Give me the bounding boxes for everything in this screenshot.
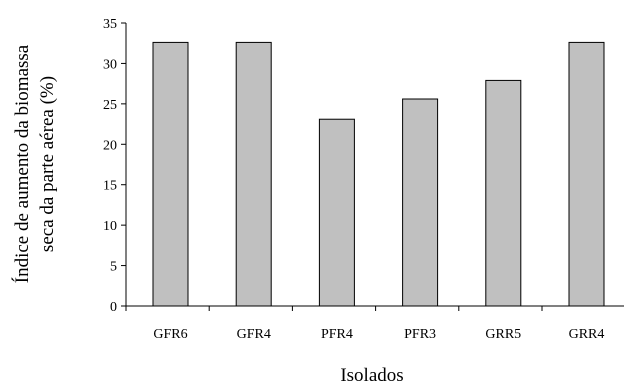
x-axis-title: Isolados: [340, 365, 403, 386]
y-tick-label: 30: [103, 57, 117, 72]
bar-pfr4: [318, 118, 355, 307]
bar-grr4: [568, 41, 605, 307]
y-tick-label: 35: [103, 17, 117, 32]
x-tick-label: GFR6: [153, 327, 187, 342]
bars-group: [152, 41, 605, 307]
y-tick-label: 0: [110, 300, 117, 315]
bar-gfr4: [235, 41, 272, 307]
y-tick-label: 10: [103, 219, 117, 234]
axes-group: 0 5 10 15 20 25 30 35 GFR6 GFR4 PFR4 PFR3 GRR5 GRR4: [103, 17, 624, 342]
y-axis-title-line1: Índice de aumento da biomassa: [11, 44, 33, 283]
x-tick-label: GRR5: [485, 327, 521, 342]
x-tick-label: GFR4: [237, 327, 271, 342]
y-axis-title-line2: seca da parte aérea (%): [37, 76, 58, 252]
bar-grr5: [485, 79, 522, 307]
y-tick-label: 15: [103, 179, 117, 194]
y-tick-label: 5: [110, 260, 117, 275]
y-axis-title: Índice de aumento da biomassa seca da pa…: [11, 44, 58, 283]
bar-pfr3: [402, 98, 439, 307]
x-tick-label: PFR4: [321, 327, 353, 342]
y-tick-label: 25: [103, 98, 117, 113]
bar-gfr6: [152, 41, 189, 307]
y-tick-label: 20: [103, 138, 117, 153]
x-tick-label: GRR4: [569, 327, 605, 342]
x-tick-label: PFR3: [404, 327, 436, 342]
